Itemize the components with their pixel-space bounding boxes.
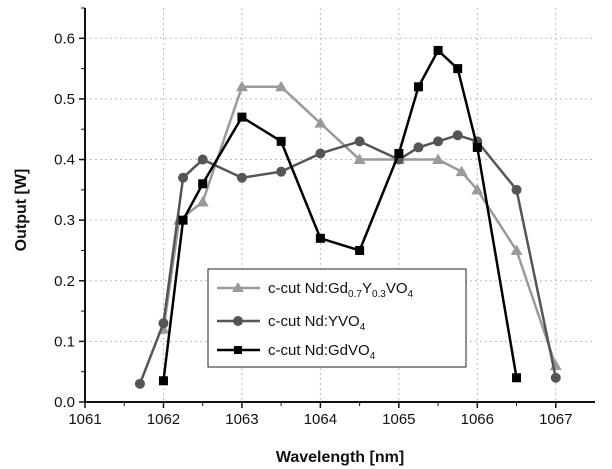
- data-point-square: [276, 136, 286, 146]
- data-point-circle: [276, 166, 287, 177]
- legend-entry-gd-y-vo4: c-cut Nd:Gd0.7Y0.3VO4: [217, 280, 414, 300]
- legend-marker-square: [234, 346, 242, 354]
- legend-marker-circle: [233, 316, 243, 326]
- data-point-circle: [134, 378, 145, 389]
- data-point-square: [453, 64, 463, 74]
- y-tick-labels: 0.0 0.1 0.2 0.3 0.4 0.5 0.6: [54, 30, 75, 411]
- y-tick-label: 0.3: [54, 212, 75, 229]
- data-point-square: [433, 45, 443, 55]
- data-point-square: [355, 245, 365, 255]
- data-point-square: [512, 373, 522, 383]
- data-point-triangle: [235, 80, 248, 92]
- data-point-circle: [433, 136, 444, 147]
- y-tick-label: 0.2: [54, 273, 75, 290]
- data-point-triangle: [455, 165, 468, 177]
- x-tick-label: 1061: [68, 411, 101, 428]
- data-point-square: [413, 82, 423, 92]
- x-tick-labels: 1061 1062 1063 1064 1065 1066 1067: [68, 411, 572, 428]
- data-point-square: [178, 215, 188, 225]
- legend-entry-gdvo4: c-cut Nd:GdVO4: [217, 342, 376, 362]
- series-layer: [134, 45, 562, 389]
- y-tick-label: 0.6: [54, 30, 75, 47]
- legend-entry-yvo4: c-cut Nd:YVO4: [217, 313, 366, 333]
- data-point-circle: [158, 318, 169, 329]
- axes: [79, 7, 595, 408]
- x-tick-label: 1066: [461, 411, 494, 428]
- y-tick-label: 0.4: [54, 152, 75, 169]
- legend-label-2: c-cut Nd:YVO4: [268, 313, 366, 333]
- data-point-triangle: [353, 153, 366, 165]
- data-point-circle: [413, 142, 424, 153]
- y-axis-label: Output [W]: [13, 169, 30, 252]
- data-point-square: [237, 112, 247, 122]
- data-point-triangle: [275, 80, 288, 92]
- x-tick-label: 1067: [539, 411, 572, 428]
- data-point-square: [198, 179, 208, 189]
- data-point-circle: [452, 130, 463, 141]
- data-point-square: [472, 142, 482, 152]
- data-point-triangle: [471, 183, 484, 195]
- x-tick-label: 1065: [382, 411, 415, 428]
- data-point-circle: [236, 172, 247, 183]
- y-tick-label: 0.0: [54, 394, 75, 411]
- y-tick-label: 0.5: [54, 91, 75, 108]
- data-point-triangle: [432, 153, 445, 165]
- series-c-cut-nd-gdvo4: [158, 45, 522, 386]
- data-point-circle: [511, 184, 522, 195]
- x-axis-label: Wavelength [nm]: [276, 449, 404, 466]
- legend-marker-triangle: [232, 282, 244, 292]
- data-point-triangle: [196, 195, 209, 207]
- data-point-square: [394, 148, 404, 158]
- x-tick-label: 1062: [147, 411, 180, 428]
- legend-label-3: c-cut Nd:GdVO4: [268, 342, 376, 362]
- data-point-square: [158, 376, 168, 386]
- legend: c-cut Nd:Gd0.7Y0.3VO4 c-cut Nd:YVO4 c-cu…: [207, 268, 467, 368]
- data-point-circle: [197, 154, 208, 165]
- data-point-circle: [315, 148, 326, 159]
- data-point-triangle: [314, 117, 327, 128]
- data-point-circle: [550, 372, 561, 383]
- y-tick-label: 0.1: [54, 333, 75, 350]
- data-point-triangle: [510, 244, 523, 255]
- data-point-square: [315, 233, 325, 243]
- x-tick-label: 1064: [304, 411, 337, 428]
- x-tick-label: 1063: [225, 411, 258, 428]
- data-point-circle: [178, 172, 189, 183]
- data-point-circle: [354, 136, 365, 147]
- legend-label-1: c-cut Nd:Gd0.7Y0.3VO4: [268, 280, 414, 300]
